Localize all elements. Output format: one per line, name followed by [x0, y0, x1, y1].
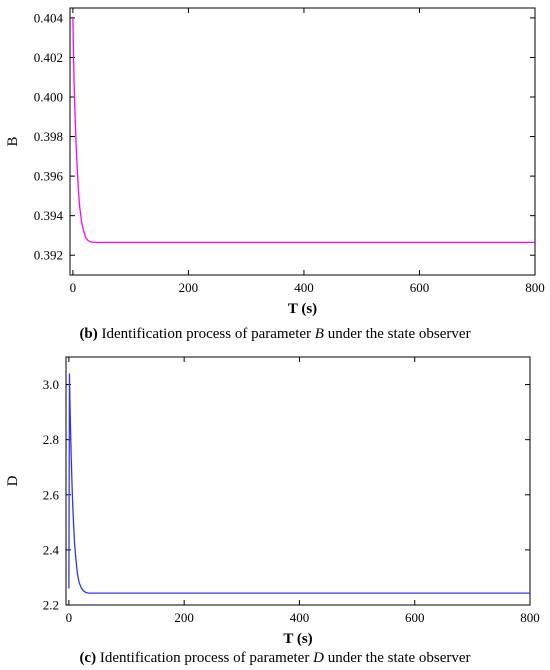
chart-b-xtick-label: 400 [294, 280, 314, 295]
chart-c-xtick-label: 600 [405, 610, 425, 625]
chart-b-xtick-label: 800 [525, 280, 545, 295]
chart-b-series-line [72, 17, 535, 244]
chart-b-plot-frame [69, 7, 536, 276]
caption-b-text-pre: Identification process of parameter [97, 326, 315, 342]
chart-c-ytick-label: 2.8 [43, 432, 59, 447]
caption-c-text-post: under the state observer [323, 650, 471, 666]
chart-b-ytick-label: 0.404 [34, 10, 64, 25]
chart-b-xtick-label: 0 [70, 280, 77, 295]
chart-b-ytick-label: 0.398 [34, 129, 63, 144]
chart-c-plot-frame [65, 356, 531, 606]
chart-c-xtick-label: 0 [66, 610, 73, 625]
caption-c-text-pre: Identification process of parameter [96, 650, 314, 666]
chart-b-ytick-label: 0.402 [34, 50, 63, 65]
chart-c-ylabel: D [5, 475, 21, 486]
chart-parameter-b: 0 200 400 600 800 0.392 0.394 0.396 0.398 0.400 0.… [5, 7, 545, 317]
chart-parameter-d: 0 200 400 600 800 2.2 2.4 2.6 2.8 3.0 T (s) D [5, 356, 540, 647]
chart-b-ytick-label: 0.392 [34, 248, 63, 263]
caption-b-var: B [314, 326, 324, 342]
chart-b-ytick-label: 0.394 [34, 208, 64, 223]
caption-c-label: (c) [79, 650, 97, 666]
chart-c-ytick-label: 2.6 [43, 487, 60, 502]
chart-c-xtick-label: 200 [174, 610, 194, 625]
chart-b-ylabel: B [5, 136, 21, 146]
chart-c-ytick-label: 3.0 [43, 377, 59, 392]
caption-c: (c) Identification process of parameter … [0, 650, 550, 667]
chart-c-xtick-label: 400 [290, 610, 310, 625]
chart-b-xtick-label: 600 [410, 280, 430, 295]
chart-c-series-line [68, 373, 530, 594]
caption-b-text-post: under the state observer [323, 326, 471, 342]
chart-b-xlabel: T (s) [288, 301, 317, 317]
caption-b: (b) Identification process of parameter … [0, 326, 550, 343]
chart-c-ytick-label: 2.2 [43, 598, 59, 613]
caption-b-label: (b) [79, 326, 98, 342]
chart-c-ytick-label: 2.4 [43, 542, 60, 557]
chart-c-xtick-label: 800 [520, 610, 540, 625]
chart-b-xtick-label: 200 [179, 280, 199, 295]
chart-c-xlabel: T (s) [283, 631, 312, 647]
chart-b-ytick-label: 0.400 [34, 90, 63, 105]
chart-b-ytick-label: 0.396 [34, 169, 64, 184]
caption-c-var: D [313, 650, 324, 666]
